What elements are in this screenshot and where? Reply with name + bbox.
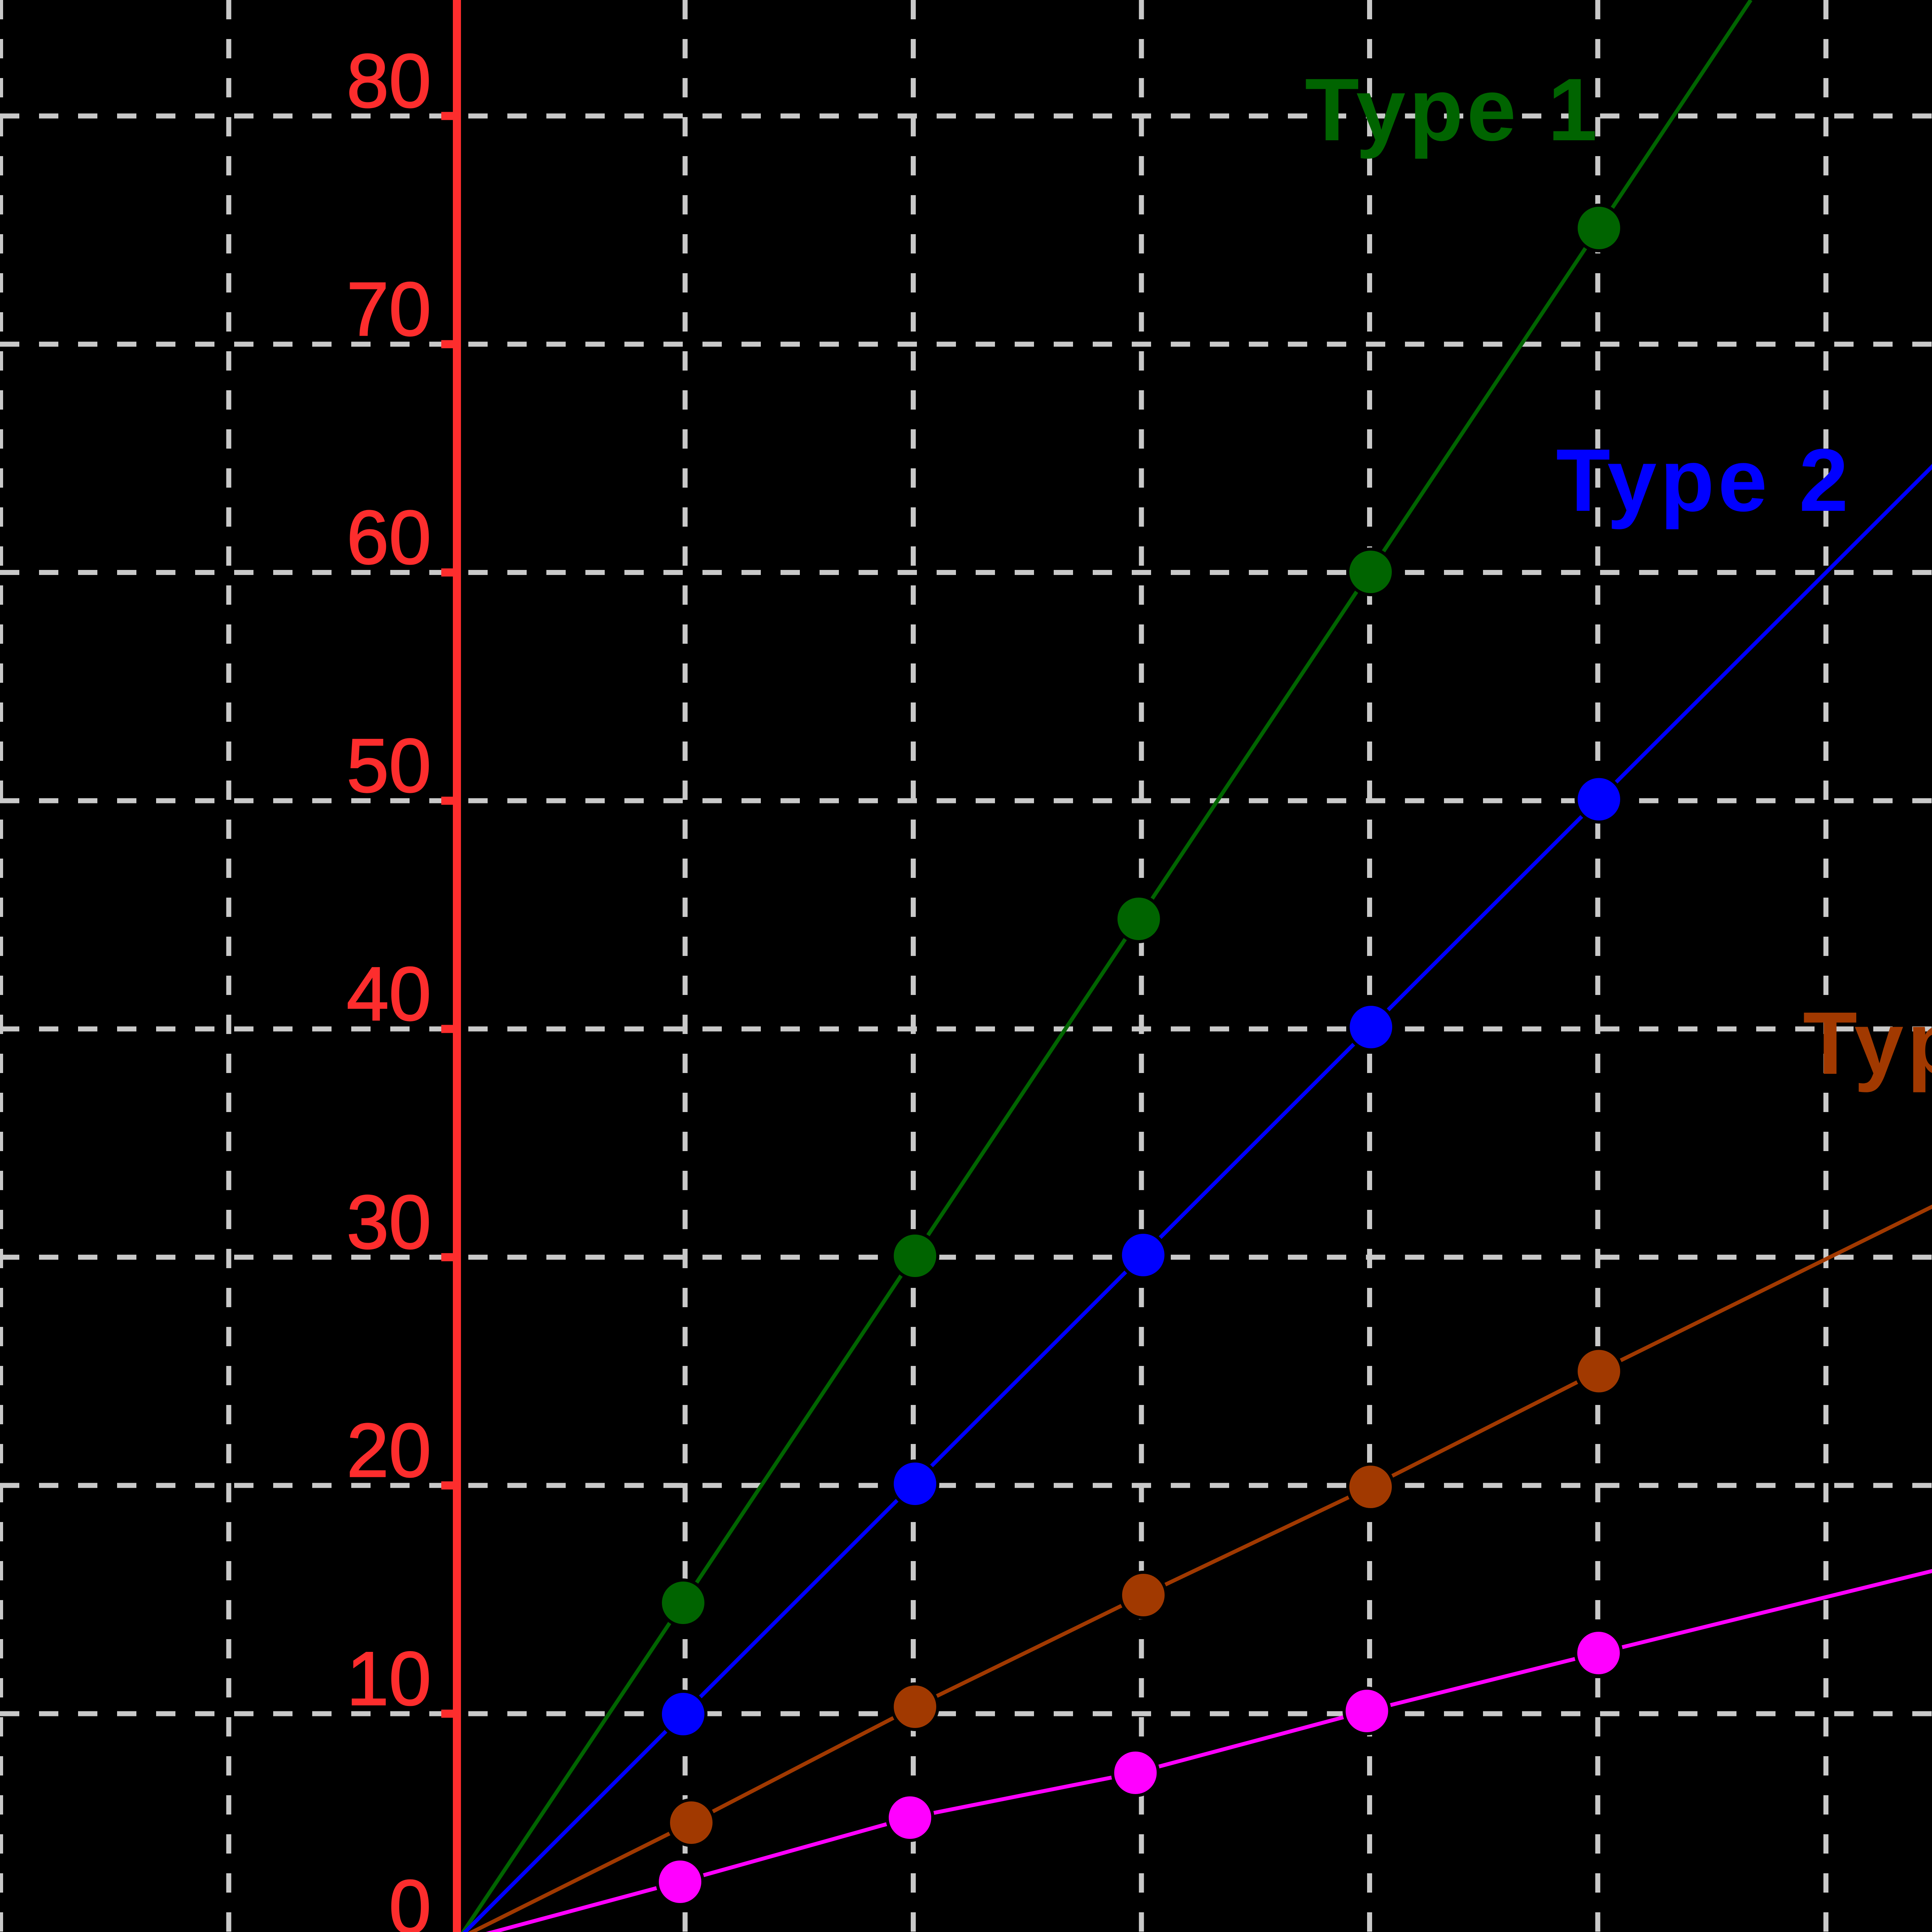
- svg-text:70: 70: [347, 267, 431, 352]
- svg-text:Type 1: Type 1: [1305, 60, 1601, 159]
- svg-text:60: 60: [347, 495, 431, 580]
- svg-text:40: 40: [347, 951, 431, 1036]
- svg-text:Type 3: Type 3: [1803, 993, 1932, 1093]
- svg-text:50: 50: [347, 723, 431, 808]
- svg-text:Type 2: Type 2: [1556, 430, 1852, 530]
- svg-text:30: 30: [347, 1180, 431, 1265]
- svg-text:0: 0: [389, 1864, 431, 1932]
- svg-text:80: 80: [347, 38, 431, 123]
- svg-text:20: 20: [347, 1408, 431, 1493]
- svg-text:10: 10: [347, 1636, 431, 1721]
